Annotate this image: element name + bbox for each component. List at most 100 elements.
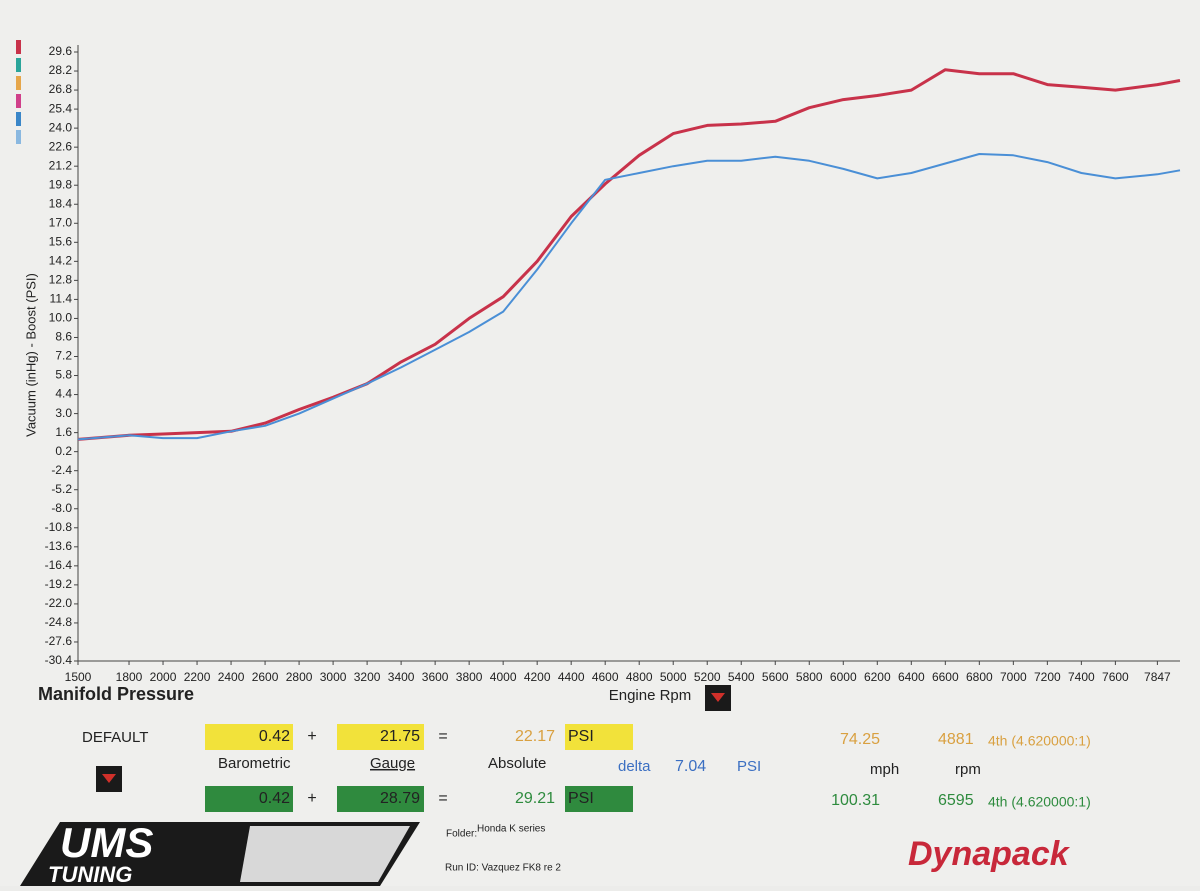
x-tick-label: 3800: [456, 670, 483, 684]
label: rpm: [955, 761, 981, 778]
operator: +: [307, 790, 316, 807]
ums-logo: UMS TUNING: [20, 819, 420, 887]
value-box: [205, 724, 293, 750]
label: Gauge: [370, 755, 415, 772]
y-tick-label: 8.6: [55, 330, 72, 344]
value-box: [565, 786, 633, 812]
x-tick-label: 5000: [660, 670, 687, 684]
y-tick-label: -5.2: [51, 482, 72, 496]
y-tick-label: 7.2: [55, 349, 72, 363]
dropdown-arrow: [711, 693, 725, 702]
x-axis-title: Engine Rpm: [609, 687, 692, 704]
y-tick-label: -19.2: [45, 577, 73, 591]
logo-shape: [240, 826, 410, 882]
x-tick-label: 5800: [796, 670, 823, 684]
y-tick-label: -22.0: [45, 596, 73, 610]
label: delta: [618, 758, 651, 775]
y-tick-label: 17.0: [49, 215, 73, 229]
rpm: 4881: [938, 731, 974, 748]
y-tick-label: 18.4: [49, 196, 73, 210]
y-tick-label: 24.0: [49, 120, 73, 134]
gear: 4th (4.620000:1): [988, 794, 1091, 810]
x-tick-label: 4600: [592, 670, 619, 684]
y-tick-label: 14.2: [49, 254, 73, 268]
x-tick-label: 2400: [218, 670, 245, 684]
x-tick-label: 2000: [150, 670, 177, 684]
x-tick-label: 6400: [898, 670, 925, 684]
x-tick-label: 4000: [490, 670, 517, 684]
y-tick-label: 26.8: [49, 82, 73, 96]
y-tick-label: 21.2: [49, 158, 73, 172]
gauge: 21.75: [380, 728, 420, 745]
x-tick-label: 7400: [1068, 670, 1095, 684]
x-tick-label: 7600: [1102, 670, 1129, 684]
swatch: [16, 130, 21, 144]
swatch: [16, 112, 21, 126]
chart-title: Manifold Pressure: [38, 684, 194, 704]
preset: DEFAULT: [82, 729, 148, 746]
label: Absolute: [488, 755, 546, 772]
y-tick-label: 11.4: [50, 292, 73, 306]
y-tick-label: -2.4: [51, 463, 72, 477]
absolute: 29.21: [515, 790, 555, 807]
x-tick-label: 6800: [966, 670, 993, 684]
y-tick-label: 19.8: [49, 177, 73, 191]
y-axis-title: Vacuum (inHg) - Boost (PSI): [23, 273, 38, 437]
y-tick-label: 29.6: [49, 44, 73, 58]
series-line: [77, 153, 1181, 441]
series-line: [77, 68, 1181, 441]
y-tick-label: 25.4: [49, 101, 73, 115]
y-tick-label: 28.2: [49, 63, 73, 77]
label: mph: [870, 761, 899, 778]
x-tick-label: 4400: [558, 670, 585, 684]
x-tick-label: 3600: [422, 670, 449, 684]
x-tick-label: 2800: [286, 670, 313, 684]
x-tick-label: 3200: [354, 670, 381, 684]
value-box: [565, 724, 633, 750]
x-tick-label: 6000: [830, 670, 857, 684]
y-tick-label: 0.2: [55, 444, 72, 458]
unit: PSI: [568, 790, 594, 807]
swatch: [16, 94, 21, 108]
swatch: [16, 58, 21, 72]
x-tick-label: 1500: [65, 670, 92, 684]
trace-swatches: [16, 40, 21, 144]
x-tick-label: 5400: [728, 670, 755, 684]
y-tick-label: -24.8: [45, 615, 73, 629]
y-tick-label: -10.8: [45, 520, 73, 534]
x-tick-label: 4200: [524, 670, 551, 684]
label: Barometric: [218, 755, 291, 772]
label: PSI: [737, 758, 761, 775]
y-tick-label: 15.6: [49, 234, 73, 248]
x-tick-label: 3400: [388, 670, 415, 684]
x-tick-label: 3000: [320, 670, 347, 684]
barometric: 0.42: [259, 790, 290, 807]
absolute: 22.17: [515, 728, 555, 745]
unit: PSI: [568, 728, 594, 745]
y-tick-label: 1.6: [55, 425, 72, 439]
y-tick-label: 12.8: [49, 273, 73, 287]
operator: +: [307, 728, 316, 745]
x-tick-label: 6600: [932, 670, 959, 684]
y-tick-label: 10.0: [49, 311, 73, 325]
x-tick-label: 6200: [864, 670, 891, 684]
y-tick-label: 3.0: [55, 406, 72, 420]
swatch: [16, 40, 21, 54]
logo-text: UMS: [60, 819, 153, 866]
dynapack-logo: Dynapack: [908, 835, 1071, 873]
dropdown-arrow: [102, 774, 116, 783]
logo-text: TUNING: [48, 862, 132, 886]
barometric: 0.42: [259, 728, 290, 745]
x-tick-label: 1800: [116, 670, 143, 684]
x-tick-label: 2600: [252, 670, 279, 684]
x-tick-label: 7000: [1000, 670, 1027, 684]
x-tick-label: 4800: [626, 670, 653, 684]
x-tick-label: 5200: [694, 670, 721, 684]
run-id: Run ID: Vazquez FK8 re 2: [445, 863, 561, 874]
y-tick-label: -13.6: [45, 539, 73, 553]
gear: 4th (4.620000:1): [988, 733, 1091, 749]
rpm: 6595: [938, 792, 974, 809]
folder-label: Folder:: [446, 829, 477, 840]
